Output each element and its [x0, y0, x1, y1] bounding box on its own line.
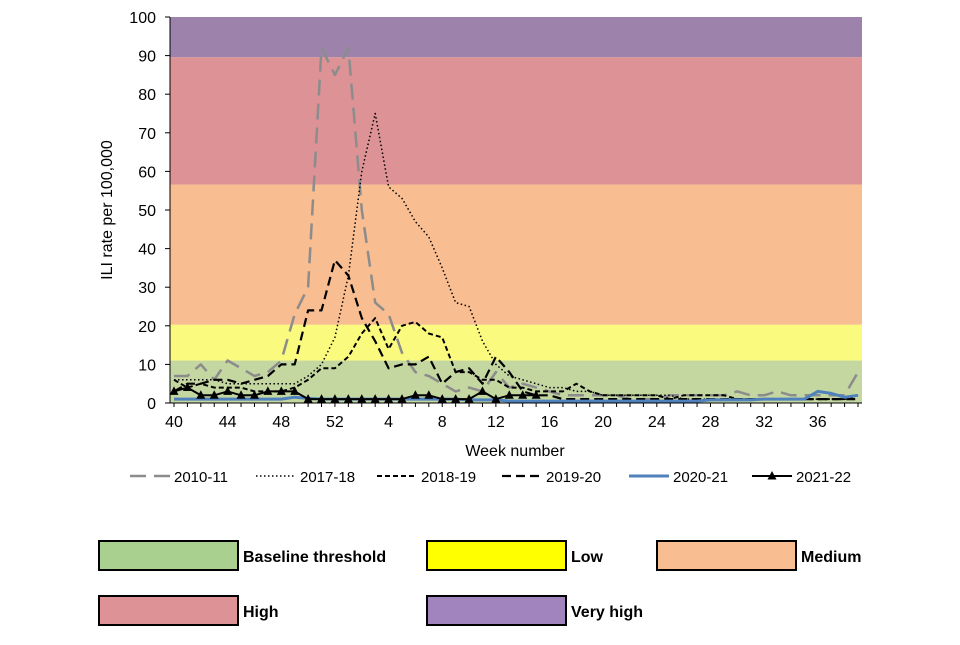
band-medium [170, 184, 862, 325]
y-tick-label: 80 [138, 87, 156, 104]
series-point-2021-22 [504, 390, 514, 399]
x-axis-title: Week number [465, 443, 565, 460]
activity-bands [170, 17, 862, 403]
legend-marker-2021-22 [767, 471, 777, 480]
series-point-2021-22 [357, 394, 367, 403]
band-legend-swatch-very-high [426, 595, 567, 626]
series-point-2021-22 [276, 386, 286, 395]
x-tick-label: 24 [648, 414, 666, 431]
y-tick-label: 40 [138, 242, 156, 259]
series-point-2021-22 [290, 386, 300, 395]
band-legend-swatch-baseline-threshold [98, 540, 239, 571]
series-point-2021-22 [317, 394, 327, 403]
series-point-2021-22 [464, 394, 474, 403]
series-point-2021-22 [343, 394, 353, 403]
x-tick-label: 20 [594, 414, 612, 431]
series-lines [169, 46, 860, 403]
series-point-2021-22 [477, 386, 487, 395]
series-point-2021-22 [437, 394, 447, 403]
y-tick-label: 90 [138, 49, 156, 66]
x-tick-label: 32 [755, 414, 773, 431]
x-tick-label: 8 [438, 414, 447, 431]
series-point-2021-22 [263, 386, 273, 395]
legend-label-2019-20: 2019-20 [546, 469, 601, 486]
series-line-2018-19 [173, 317, 859, 401]
series-point-2021-22 [236, 390, 246, 399]
band-legend-swatch-low [426, 540, 567, 571]
series-line-2021-22 [173, 386, 537, 401]
x-tick-label: 36 [809, 414, 827, 431]
x-tick-label: 52 [326, 414, 344, 431]
series-point-2021-22 [330, 394, 340, 403]
band-low [170, 324, 862, 361]
series-point-2021-22 [397, 394, 407, 403]
band-legend-swatch-high [98, 595, 239, 626]
series-point-2021-22 [424, 390, 434, 399]
series-point-2021-22 [370, 394, 380, 403]
band-high [170, 57, 862, 185]
legend-label-2017-18: 2017-18 [300, 469, 355, 486]
legend-label-2020-21: 2020-21 [673, 469, 728, 486]
y-axis-title: ILI rate per 100,000 [99, 140, 116, 280]
series-point-2021-22 [169, 386, 179, 395]
band-legend-label-high: High [243, 604, 279, 621]
x-tick-label: 12 [487, 414, 505, 431]
y-tick-label: 0 [147, 396, 156, 413]
band-legend-label-medium: Medium [801, 549, 861, 566]
band-legend: Baseline threshold Low Medium High Very high [98, 540, 861, 626]
series-point-2021-22 [518, 390, 528, 399]
x-tick-label: 4 [384, 414, 393, 431]
band-legend-label-very-high: Very high [571, 604, 643, 621]
series-point-2021-22 [196, 390, 206, 399]
x-tick-label: 16 [541, 414, 559, 431]
x-tick-label: 48 [272, 414, 290, 431]
x-tick-label: 40 [165, 414, 183, 431]
series-point-2021-22 [249, 390, 259, 399]
y-tick-label: 20 [138, 319, 156, 336]
series-point-2021-22 [410, 390, 420, 399]
legend-label-2010-11: 2010-11 [174, 469, 228, 486]
series-legend: 2010-11 2017-18 2018-19 2019-20 2020-21 2021-… [130, 469, 851, 486]
series-line-2010-11 [174, 46, 860, 401]
series-line-2020-21 [174, 389, 859, 403]
series-point-2021-22 [209, 390, 219, 399]
series-point-2021-22 [531, 390, 541, 399]
band-legend-swatch-medium [656, 540, 797, 571]
band-very-high [170, 17, 862, 58]
series-point-2021-22 [451, 394, 461, 403]
legend-label-2018-19: 2018-19 [421, 469, 476, 486]
y-tick-label: 70 [138, 126, 156, 143]
x-tick-label: 44 [219, 414, 237, 431]
y-tick-label: 10 [138, 357, 156, 374]
y-tick-label: 30 [138, 280, 156, 297]
y-tick-label: 50 [138, 203, 156, 220]
series-point-2021-22 [182, 382, 192, 392]
series-point-2021-22 [491, 394, 501, 403]
band-legend-label-baseline-threshold: Baseline threshold [243, 549, 386, 566]
legend-label-2021-22: 2021-22 [796, 469, 851, 486]
series-point-2021-22 [303, 394, 313, 403]
series-point-2021-22 [384, 394, 394, 403]
y-tick-label: 100 [129, 10, 156, 27]
series-point-2021-22 [223, 386, 233, 395]
band-legend-label-low: Low [571, 549, 604, 566]
x-tick-label: 28 [702, 414, 720, 431]
y-tick-label: 60 [138, 164, 156, 181]
